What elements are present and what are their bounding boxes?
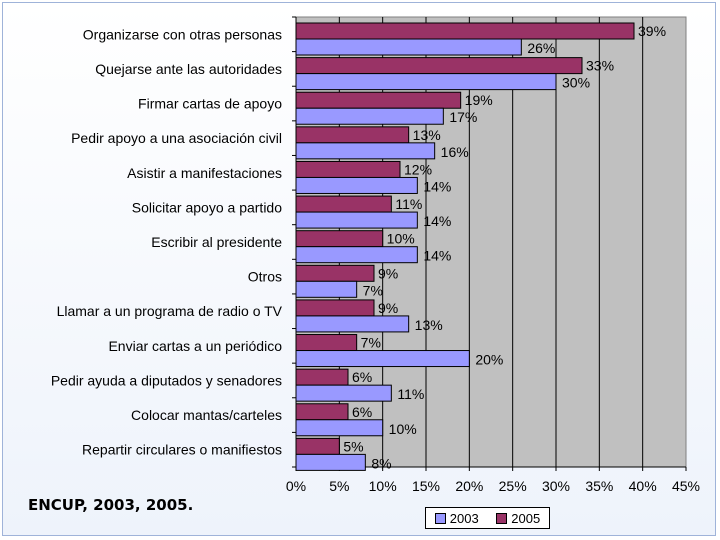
data-label-2005: 19%: [465, 92, 493, 108]
category-label: Otros: [248, 269, 282, 285]
bar-2005: [295, 437, 340, 455]
bar-2005: [295, 299, 375, 317]
x-tick-label: 40%: [629, 478, 657, 494]
bar-2003: [295, 73, 557, 91]
bar-2003: [295, 38, 522, 56]
data-label-2005: 13%: [413, 127, 441, 143]
data-label-2005: 6%: [352, 369, 372, 385]
bar-2003: [295, 142, 436, 160]
chart-legend: 2003 2005: [425, 507, 550, 529]
category-label: Enviar cartas a un periódico: [108, 338, 282, 354]
data-label-2005: 10%: [387, 231, 415, 247]
legend-label-2005: 2005: [511, 510, 541, 526]
bar-2005: [295, 57, 583, 75]
bar-2005: [295, 22, 635, 40]
data-label-2003: 30%: [562, 75, 590, 91]
x-tick-label: 10%: [369, 478, 397, 494]
bar-2003: [295, 246, 418, 264]
bar-2003: [295, 384, 392, 402]
x-tick-label: 0%: [286, 478, 306, 494]
legend-swatch-2003: [434, 512, 446, 524]
data-label-2005: 33%: [586, 58, 614, 74]
data-label-2003: 11%: [397, 386, 424, 402]
source-note: ENCUP, 2003, 2005.: [28, 496, 194, 514]
legend-label-2003: 2003: [449, 510, 479, 526]
legend-swatch-2005: [496, 512, 508, 524]
bar-2005: [295, 126, 410, 144]
bar-2003: [295, 453, 366, 471]
category-label: Asistir a manifestaciones: [127, 165, 282, 181]
data-label-2005: 9%: [378, 265, 398, 281]
x-tick-label: 30%: [542, 478, 570, 494]
x-tick-label: 20%: [455, 478, 483, 494]
data-label-2003: 26%: [527, 40, 555, 56]
bar-2005: [295, 195, 392, 213]
category-label: Firmar cartas de apoyo: [138, 96, 282, 112]
category-label: Colocar mantas/carteles: [131, 407, 282, 423]
data-label-2003: 7%: [363, 282, 383, 298]
data-label-2003: 14%: [423, 178, 451, 194]
data-label-2003: 14%: [423, 213, 451, 229]
data-label-2003: 10%: [389, 421, 417, 437]
data-label-2003: 20%: [475, 352, 503, 368]
category-label: Pedir apoyo a una asociación civil: [71, 130, 282, 146]
bar-2003: [295, 107, 444, 125]
bar-2005: [295, 264, 375, 282]
data-label-2005: 6%: [352, 404, 372, 420]
bar-2003: [295, 419, 384, 437]
data-label-2005: 12%: [404, 161, 432, 177]
data-label-2003: 14%: [423, 248, 451, 264]
data-label-2003: 8%: [371, 455, 391, 471]
category-label: Escribir al presidente: [151, 234, 282, 250]
bar-2003: [295, 315, 410, 333]
bar-2005: [295, 91, 462, 109]
category-label: Pedir ayuda a diputados y senadores: [51, 372, 282, 388]
x-tick-label: 5%: [329, 478, 349, 494]
data-label-2005: 9%: [378, 300, 398, 316]
x-tick-label: 45%: [672, 478, 700, 494]
category-label: Llamar a un programa de radio o TV: [57, 303, 283, 319]
legend-item-2005: 2005: [496, 511, 540, 526]
data-label-2005: 5%: [343, 438, 363, 454]
bar-2005: [295, 230, 384, 248]
bar-2005: [295, 160, 401, 178]
data-label-2005: 7%: [361, 335, 381, 351]
category-label: Repartir circulares o manifiestos: [82, 442, 282, 458]
x-tick-label: 15%: [412, 478, 440, 494]
bar-2003: [295, 176, 418, 194]
x-tick-label: 35%: [585, 478, 613, 494]
data-label-2003: 16%: [441, 144, 469, 160]
data-label-2005: 11%: [395, 196, 422, 212]
bar-2005: [295, 334, 358, 352]
data-label-2005: 39%: [638, 23, 666, 39]
bar-2003: [295, 280, 358, 298]
category-label: Solicitar apoyo a partido: [132, 199, 282, 215]
bar-2005: [295, 403, 349, 421]
legend-item-2003: 2003: [434, 510, 479, 526]
x-tick-label: 25%: [499, 478, 527, 494]
bar-2003: [295, 350, 470, 368]
data-label-2003: 17%: [449, 109, 477, 125]
category-label: Organizarse con otras personas: [83, 26, 282, 42]
data-label-2003: 13%: [415, 317, 443, 333]
bar-2003: [295, 211, 418, 229]
bar-2005: [295, 368, 349, 386]
category-label: Quejarse ante las autoridades: [95, 61, 282, 77]
